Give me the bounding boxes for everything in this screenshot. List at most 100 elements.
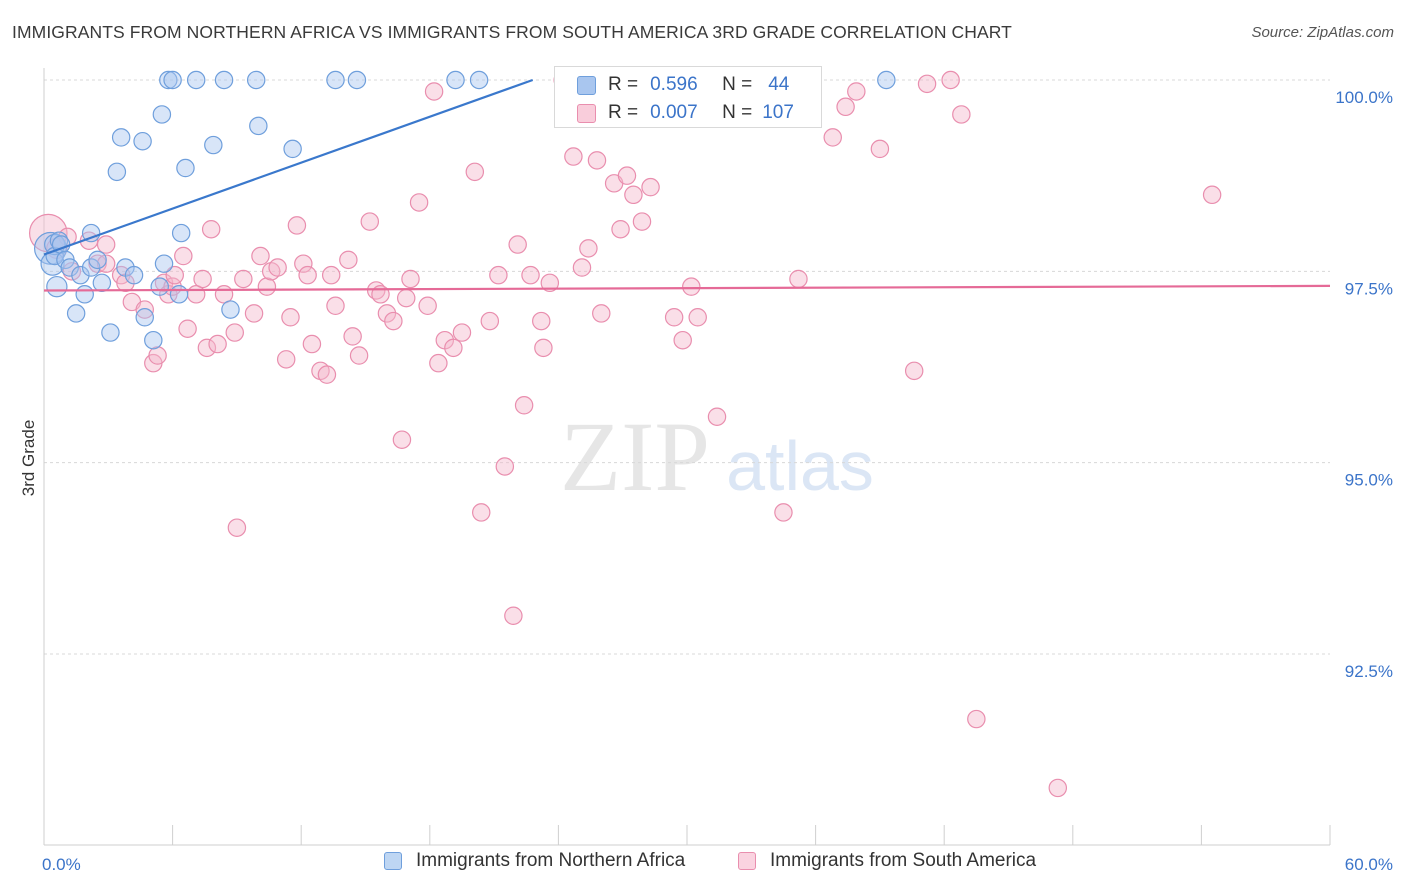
south-america-point — [836, 97, 855, 117]
northern-africa-point — [107, 162, 127, 182]
northern-africa-point — [446, 70, 465, 90]
south-america-point — [1202, 185, 1222, 205]
south-america-point — [508, 235, 527, 254]
northern-africa-point — [71, 265, 90, 285]
northern-africa-point — [171, 223, 191, 243]
south-america-point — [572, 258, 592, 277]
legend-item-northern-africa[interactable]: Immigrants from Northern Africa — [384, 850, 685, 872]
northern-africa-point — [347, 70, 367, 90]
south-america-point — [343, 327, 362, 346]
south-america-point — [471, 503, 491, 522]
r-value: 0.007 — [650, 102, 698, 123]
south-america-point — [641, 177, 660, 197]
south-america-point — [673, 330, 692, 350]
south-america-point — [197, 338, 217, 358]
south-america-point — [941, 70, 960, 90]
northern-africa-point — [60, 258, 79, 277]
northern-africa-point — [144, 330, 163, 350]
northern-africa-point — [176, 158, 195, 178]
south-america-point — [302, 334, 322, 354]
south-america-point — [193, 269, 212, 289]
south-america-point — [489, 265, 508, 285]
tick-labels: 100.0% 97.5% 95.0% 92.5% 0.0% 60.0% — [42, 88, 1393, 874]
south-america-point — [339, 250, 358, 270]
stats-box: R = 0.596 N = 44 R = 0.007 N = 107 — [554, 66, 822, 128]
south-america-point — [326, 296, 345, 316]
northern-africa-points — [33, 70, 896, 350]
northern-africa-point — [81, 258, 101, 277]
south-america-point — [521, 265, 540, 285]
south-america-point — [688, 308, 707, 327]
northern-africa-point — [214, 70, 234, 90]
south-america-point — [174, 246, 193, 266]
south-america-point — [384, 311, 403, 331]
south-america-point — [294, 254, 313, 273]
northern-africa-point — [101, 323, 120, 342]
south-america-point — [321, 265, 341, 285]
northern-africa-point — [150, 277, 169, 296]
northern-africa-point — [326, 70, 345, 90]
watermark-atlas: atlas — [726, 427, 874, 505]
y-axis-label: 3rd Grade — [19, 420, 38, 497]
south-america-point — [409, 193, 429, 212]
legend: Immigrants from Northern Africa Immigran… — [0, 850, 1406, 880]
northern-africa-point — [877, 70, 896, 90]
northern-africa-point — [133, 131, 152, 151]
n-value: 107 — [762, 102, 794, 123]
northern-africa-point — [75, 285, 94, 304]
south-america-point — [257, 277, 277, 296]
stats-row-northern-africa: R = 0.596 N = 44 — [577, 72, 789, 98]
legend-swatch-pink — [738, 852, 756, 870]
south-america-point — [465, 162, 485, 182]
south-america-point — [424, 82, 444, 101]
south-america-point — [276, 350, 296, 369]
northern-africa-point — [88, 250, 107, 270]
south-america-point — [392, 430, 412, 449]
x-tick-label: 0.0% — [42, 855, 81, 874]
northern-africa-point — [124, 265, 144, 285]
south-america-point — [148, 346, 167, 365]
south-america-point — [298, 265, 317, 285]
south-america-point — [495, 457, 515, 476]
south-america-points — [28, 70, 1222, 798]
r-label: R = — [608, 102, 639, 123]
south-america-point — [847, 82, 866, 101]
r-label: R = — [608, 74, 639, 95]
south-america-point — [360, 212, 380, 231]
y-tick-label: 95.0% — [1345, 471, 1393, 490]
south-america-point — [632, 212, 652, 231]
south-america-point — [534, 338, 553, 358]
legend-swatch-blue — [384, 852, 402, 870]
blue-swatch — [577, 75, 596, 95]
northern-africa-point — [159, 70, 178, 90]
south-america-point — [774, 503, 793, 522]
watermark-zip: ZIP — [560, 401, 710, 512]
south-america-point — [401, 269, 420, 289]
south-america-point — [452, 323, 472, 342]
legend-item-south-america[interactable]: Immigrants from South America — [738, 850, 1036, 872]
northern-africa-point — [249, 116, 268, 136]
n-value: 44 — [768, 74, 790, 95]
chart-title: IMMIGRANTS FROM NORTHERN AFRICA VS IMMIG… — [12, 22, 1012, 42]
south-america-point — [664, 308, 684, 327]
south-america-point — [377, 304, 397, 323]
gridlines — [44, 79, 1330, 655]
y-tick-label: 100.0% — [1335, 88, 1393, 107]
south-america-point — [592, 304, 611, 323]
south-america-point — [287, 216, 307, 235]
legend-label: Immigrants from Northern Africa — [416, 850, 686, 871]
south-america-point — [504, 606, 523, 625]
south-america-point — [917, 74, 937, 94]
south-america-point — [952, 105, 971, 124]
northern-africa-point — [81, 223, 101, 243]
y-tick-label: 97.5% — [1345, 279, 1393, 298]
northern-africa-point — [221, 300, 240, 319]
northern-africa-point — [246, 70, 266, 90]
south-america-point — [418, 296, 437, 316]
south-america-point — [480, 311, 500, 331]
northern-africa-point — [152, 105, 172, 124]
northern-africa-point — [154, 254, 174, 273]
northern-africa-point — [186, 70, 206, 90]
south-america-point — [396, 288, 416, 308]
